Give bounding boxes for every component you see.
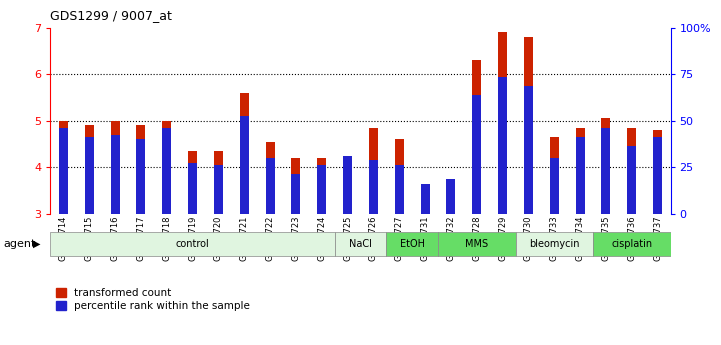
Bar	[343, 156, 352, 214]
Bar	[50, 233, 335, 256]
Bar	[420, 184, 430, 214]
Bar	[653, 130, 662, 214]
Bar	[369, 160, 378, 214]
Bar	[446, 179, 456, 214]
Text: cisplatin: cisplatin	[611, 239, 653, 249]
Bar	[472, 60, 482, 214]
Bar	[575, 137, 585, 214]
Bar	[291, 158, 301, 214]
Bar	[516, 233, 593, 256]
Bar	[214, 165, 223, 214]
Text: GDS1299 / 9007_at: GDS1299 / 9007_at	[50, 9, 172, 22]
Bar	[394, 139, 404, 214]
Bar	[575, 128, 585, 214]
Bar	[84, 137, 94, 214]
Bar	[498, 32, 507, 214]
Bar	[162, 128, 172, 214]
Bar	[265, 158, 275, 214]
Bar	[335, 233, 386, 256]
Bar	[601, 128, 611, 214]
Bar	[110, 121, 120, 214]
Bar	[84, 125, 94, 214]
Bar	[627, 128, 637, 214]
Bar	[214, 151, 223, 214]
Bar	[549, 137, 559, 214]
Text: MMS: MMS	[465, 239, 488, 249]
Bar	[369, 128, 378, 214]
Bar	[601, 118, 611, 214]
Bar	[343, 156, 352, 214]
Bar	[593, 233, 671, 256]
Bar	[524, 86, 533, 214]
Legend: transformed count, percentile rank within the sample: transformed count, percentile rank withi…	[56, 288, 250, 311]
Bar	[188, 151, 197, 214]
Bar	[498, 77, 507, 214]
Text: NaCl: NaCl	[349, 239, 372, 249]
Bar	[549, 158, 559, 214]
Bar	[524, 37, 533, 214]
Bar	[291, 174, 301, 214]
Bar	[317, 158, 327, 214]
Bar	[239, 116, 249, 214]
Bar	[420, 184, 430, 214]
Bar	[136, 139, 146, 214]
Text: ▶: ▶	[33, 239, 40, 249]
Text: control: control	[176, 239, 209, 249]
Text: EtOH: EtOH	[399, 239, 425, 249]
Bar	[59, 121, 68, 214]
Bar	[627, 146, 637, 214]
Bar	[162, 121, 172, 214]
Bar	[394, 165, 404, 214]
Text: agent: agent	[4, 239, 36, 249]
Text: bleomycin: bleomycin	[529, 239, 580, 249]
Bar	[265, 142, 275, 214]
Bar	[136, 125, 146, 214]
Bar	[110, 135, 120, 214]
Bar	[59, 128, 68, 214]
Bar	[317, 165, 327, 214]
Bar	[239, 93, 249, 214]
Bar	[438, 233, 516, 256]
Bar	[386, 233, 438, 256]
Bar	[472, 95, 482, 214]
Bar	[188, 163, 197, 214]
Bar	[446, 179, 456, 214]
Bar	[653, 137, 662, 214]
